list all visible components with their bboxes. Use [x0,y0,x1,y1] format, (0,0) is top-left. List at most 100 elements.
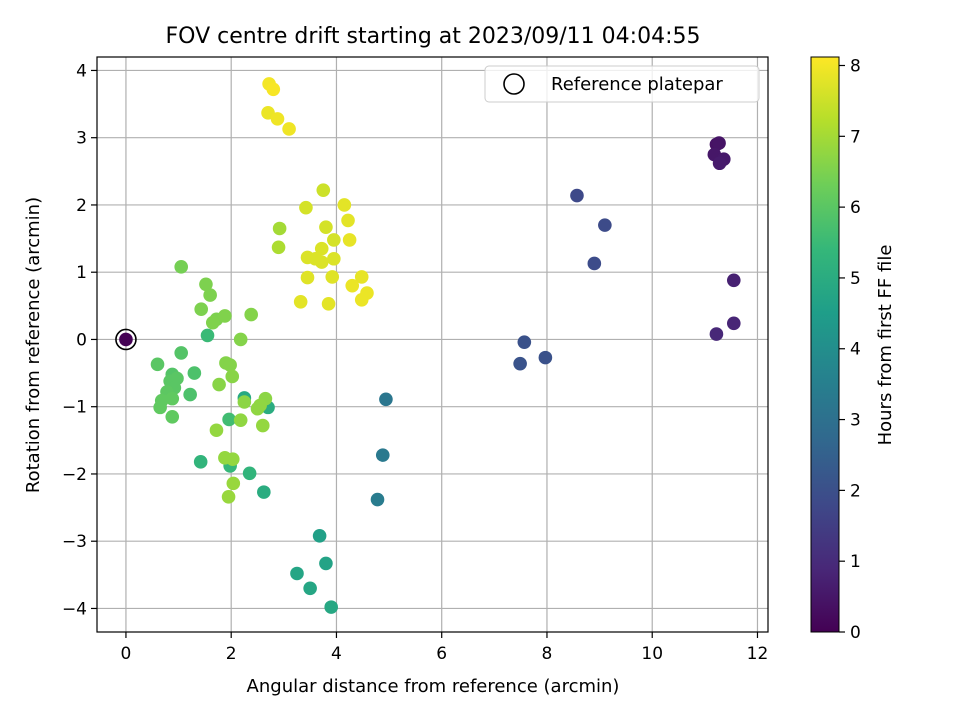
data-point [513,356,527,371]
data-point [379,392,393,407]
data-point [354,292,369,307]
colorbar-tick-label: 4 [850,340,861,360]
data-point [233,413,248,427]
grid-lines [97,57,768,632]
y-tick-label: −3 [62,532,87,552]
legend: Reference platepar [484,65,760,103]
data-point [266,82,281,97]
data-point [257,485,271,499]
data-point [538,350,553,365]
colorbar-tick-label: 7 [850,127,861,147]
colorbar-tick-label: 6 [850,198,861,218]
data-point [272,221,287,236]
data-point [209,423,224,438]
data-point [314,255,329,269]
colorbar-tick-label: 2 [850,481,861,501]
data-point [233,332,248,347]
data-point [200,328,215,343]
y-axis-label: Rotation from reference (arcmin) [23,197,44,493]
legend-reference-marker [503,73,525,95]
x-tick-label: 4 [331,644,342,664]
x-tick-label: 10 [641,644,663,664]
data-point [225,452,240,466]
data-point [183,387,197,402]
x-tick-label: 0 [121,644,132,664]
colorbar-tick-label: 8 [850,56,861,76]
data-point [222,412,236,427]
data-point [354,270,369,284]
data-point [221,490,236,504]
data-point [225,369,240,384]
x-axis-label: Angular distance from reference (arcmin) [247,676,620,697]
legend-reference-label: Reference platepar [551,74,723,95]
data-point [375,448,390,462]
data-point [290,566,304,581]
data-point [242,466,257,481]
colorbar-ticks: 0 1 2 3 4 5 6 7 8 [839,56,861,643]
colorbar-label: Hours from first FF file [875,245,896,446]
data-point [165,391,180,406]
data-point [341,213,355,228]
data-point [218,309,232,323]
data-point [255,418,270,433]
data-point [587,256,602,271]
data-point [270,112,285,126]
data-point [165,409,180,424]
data-point [324,600,338,614]
data-point [517,335,532,349]
data-point [271,240,286,255]
data-point [342,233,357,247]
legend-box [484,65,760,103]
colorbar [810,56,840,633]
plot-frame [96,56,769,633]
y-tick-label: 4 [76,61,87,81]
data-point [300,270,315,285]
data-point [194,302,209,316]
data-point [709,327,724,341]
reference-point [119,332,133,347]
data-point [321,297,336,311]
data-point [319,556,333,571]
x-tick-label: 2 [226,644,237,664]
y-tick-label: 3 [76,129,87,149]
data-point [299,200,313,215]
data-point [153,400,167,415]
colorbar-tick-label: 1 [850,552,861,572]
data-point [203,288,217,302]
data-point [726,316,741,331]
data-point [327,233,341,247]
data-point [337,198,352,212]
y-tick-label: −2 [62,465,87,485]
colorbar-tick-label: 0 [850,623,861,643]
x-axis-ticks: 0 2 4 6 8 10 12 [121,632,769,664]
data-point [319,220,333,234]
x-tick-label: 6 [436,644,447,664]
data-point [325,270,340,284]
data-point [199,277,213,292]
x-tick-label: 8 [542,644,553,664]
data-point [174,346,189,360]
data-point [212,377,226,392]
data-point [327,251,341,266]
data-point [282,122,296,136]
y-tick-label: 0 [76,330,87,350]
data-point [223,358,237,372]
data-point [598,218,612,232]
data-point [712,136,726,150]
data-point [316,183,331,197]
y-tick-label: −4 [62,599,87,619]
data-point [314,241,329,256]
data-point [345,278,360,293]
reference-ring [115,328,137,351]
data-point [237,395,252,409]
data-point [150,357,165,372]
data-point [205,315,220,330]
x-tick-label: 12 [747,644,769,664]
data-point [570,188,584,203]
y-tick-label: −1 [62,398,87,418]
data-points [115,77,741,614]
data-point [312,529,327,543]
data-point [726,273,741,288]
data-point [303,581,317,596]
